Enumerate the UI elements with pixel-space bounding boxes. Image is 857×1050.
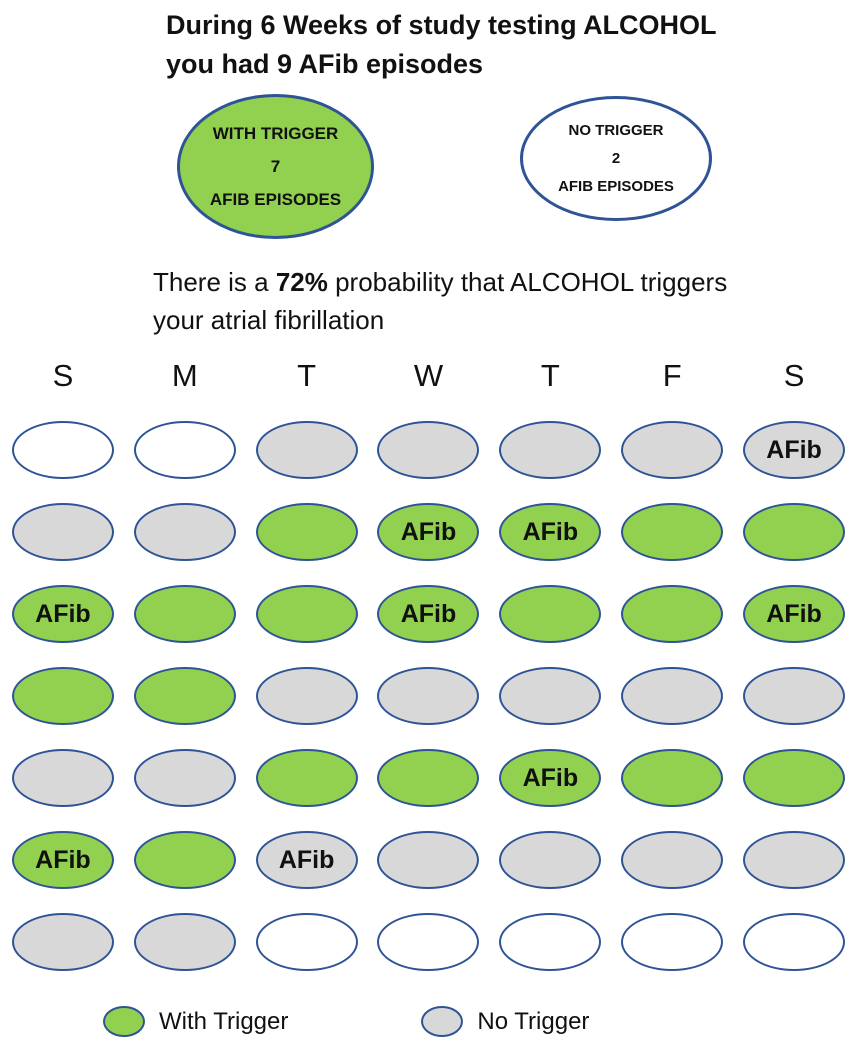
day-cell-control xyxy=(255,667,358,725)
day-cell-control xyxy=(499,421,602,479)
day-cell-control xyxy=(499,667,602,725)
legend-with-trigger-swatch xyxy=(103,1006,145,1037)
day-cell-trigger xyxy=(743,503,846,561)
day-cell-trigger-afib: AFib xyxy=(377,503,480,561)
day-cell-control xyxy=(255,421,358,479)
day-cell-control xyxy=(621,667,724,725)
day-cell-control xyxy=(377,421,480,479)
afib-label: AFib xyxy=(35,599,91,628)
day-cell-trigger-afib: AFib xyxy=(499,749,602,807)
probability-text: There is a 72% probability that ALCOHOL … xyxy=(153,264,765,339)
afib-label: AFib xyxy=(766,435,822,464)
day-cell-control xyxy=(621,831,724,889)
probability-value: 72% xyxy=(275,267,328,297)
day-cell-trigger-afib: AFib xyxy=(499,503,602,561)
no-trigger-bubble: NO TRIGGER 2 AFIB EPISODES xyxy=(520,96,712,221)
no-trigger-sublabel: AFIB EPISODES xyxy=(558,178,674,195)
with-trigger-bubble: WITH TRIGGER 7 AFIB EPISODES xyxy=(177,94,374,239)
day-cell-trigger-afib: AFib xyxy=(743,585,846,643)
no-trigger-count: 2 xyxy=(611,150,621,167)
day-cell-trigger xyxy=(255,749,358,807)
day-cell-trigger xyxy=(743,749,846,807)
day-cell-trigger xyxy=(11,667,114,725)
day-cell-control xyxy=(621,421,724,479)
day-cell-control-afib: AFib xyxy=(743,421,846,479)
day-cell-control xyxy=(133,749,236,807)
day-cell-control xyxy=(743,831,846,889)
legend-no-trigger-swatch xyxy=(421,1006,464,1037)
day-cell-blank xyxy=(499,913,602,971)
day-cell-blank xyxy=(743,913,846,971)
afib-label: AFib xyxy=(522,517,579,546)
day-cell-trigger xyxy=(133,831,236,889)
day-header-5: F xyxy=(662,358,682,393)
with-trigger-count: 7 xyxy=(270,156,281,176)
afib-label: AFib xyxy=(400,599,457,628)
day-cell-blank xyxy=(11,421,114,479)
day-cell-control xyxy=(11,913,114,971)
day-cell-control xyxy=(133,503,236,561)
day-cell-blank xyxy=(377,913,480,971)
afib-label: AFib xyxy=(766,599,822,628)
day-cell-blank xyxy=(133,421,236,479)
day-cell-trigger xyxy=(255,585,358,643)
day-cell-trigger xyxy=(621,503,724,561)
with-trigger-label: WITH TRIGGER xyxy=(212,123,339,143)
day-cell-trigger xyxy=(499,585,602,643)
day-cell-blank xyxy=(621,913,724,971)
day-header-4: T xyxy=(540,358,560,393)
calendar-grid: AFib AFib AFib AFib AFib AFib AFib AFib AFib xyxy=(2,409,855,983)
probability-prefix: There is a xyxy=(153,267,276,297)
no-trigger-label: NO TRIGGER xyxy=(568,122,664,139)
probability-suffix: probability that ALCOHOL triggers your a… xyxy=(153,267,728,335)
day-cell-trigger xyxy=(377,749,480,807)
with-trigger-sublabel: AFIB EPISODES xyxy=(209,189,342,209)
day-cell-trigger xyxy=(133,667,236,725)
day-header-1: M xyxy=(171,358,198,393)
day-cell-control xyxy=(133,913,236,971)
page-title: During 6 Weeks of study testing ALCOHOL … xyxy=(166,10,717,80)
day-cell-trigger xyxy=(621,749,724,807)
day-header-0: S xyxy=(52,358,74,393)
day-cell-control xyxy=(499,831,602,889)
afib-label: AFib xyxy=(35,845,91,874)
afib-label: AFib xyxy=(522,763,579,792)
legend-with-trigger-label: With Trigger xyxy=(159,1007,289,1035)
day-cell-trigger xyxy=(255,503,358,561)
day-cell-trigger xyxy=(133,585,236,643)
day-cell-trigger-afib: AFib xyxy=(11,585,114,643)
day-cell-control xyxy=(743,667,846,725)
day-header-2: T xyxy=(297,358,317,393)
legend: With Trigger No Trigger xyxy=(103,1006,589,1037)
day-cell-control xyxy=(377,667,480,725)
day-cell-control xyxy=(11,503,114,561)
day-cell-control xyxy=(11,749,114,807)
day-cell-blank xyxy=(255,913,358,971)
day-cell-trigger-afib: AFib xyxy=(377,585,480,643)
afib-label: AFib xyxy=(400,517,457,546)
day-cell-trigger-afib: AFib xyxy=(11,831,114,889)
day-cell-control-afib: AFib xyxy=(255,831,358,889)
day-header-6: S xyxy=(783,358,805,393)
day-cell-trigger xyxy=(621,585,724,643)
day-cell-control xyxy=(377,831,480,889)
afib-label: AFib xyxy=(278,845,335,874)
day-header-3: W xyxy=(413,358,444,393)
legend-no-trigger-label: No Trigger xyxy=(477,1007,590,1035)
